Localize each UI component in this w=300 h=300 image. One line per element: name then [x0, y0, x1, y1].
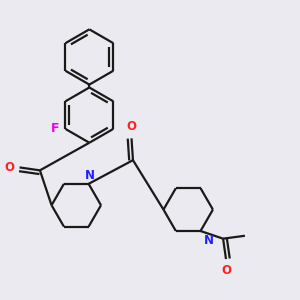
Text: O: O: [4, 161, 14, 174]
Text: F: F: [50, 122, 59, 135]
Text: N: N: [85, 169, 95, 182]
Text: O: O: [127, 120, 136, 133]
Text: N: N: [203, 234, 214, 247]
Text: O: O: [221, 264, 231, 277]
